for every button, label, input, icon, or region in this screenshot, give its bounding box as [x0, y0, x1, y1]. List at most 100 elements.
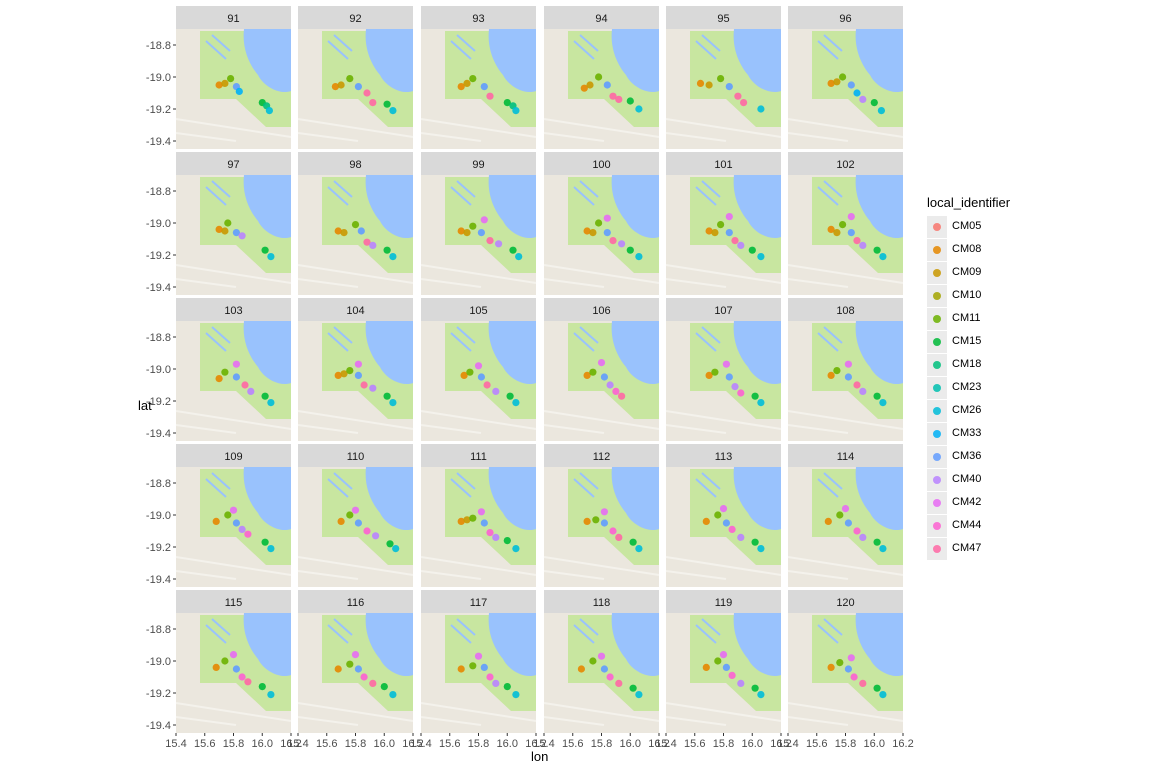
- data-point: [879, 545, 887, 553]
- data-point: [463, 516, 471, 524]
- data-point: [232, 229, 240, 237]
- data-point: [480, 83, 488, 91]
- data-point: [609, 527, 617, 535]
- data-point: [244, 530, 252, 538]
- data-point: [238, 232, 246, 240]
- data-point: [389, 107, 397, 115]
- data-point: [635, 691, 643, 699]
- facet-strip: [421, 298, 536, 321]
- map-road: [297, 118, 414, 142]
- data-point: [383, 246, 391, 254]
- data-point: [859, 387, 867, 395]
- map-water-channel: [817, 180, 843, 206]
- data-point: [595, 73, 603, 81]
- data-point: [474, 362, 483, 370]
- data-point: [346, 660, 354, 668]
- map-water-channel: [450, 326, 476, 352]
- data-point: [725, 229, 733, 237]
- map-water-channel: [695, 618, 721, 644]
- data-point: [480, 663, 488, 672]
- data-point: [457, 517, 465, 526]
- data-point: [859, 679, 867, 688]
- data-point: [705, 227, 713, 235]
- map-water-body: [855, 613, 903, 677]
- map-water-body: [611, 613, 659, 677]
- map-water-body: [488, 321, 536, 385]
- facet-strip: [544, 6, 659, 29]
- data-point: [369, 384, 377, 392]
- facet-label: 113: [715, 451, 733, 463]
- data-point: [705, 371, 713, 379]
- data-point: [215, 81, 223, 89]
- legend-item: CM09: [927, 262, 1047, 285]
- facet-label: 120: [836, 597, 854, 609]
- facet-label: 110: [347, 451, 365, 463]
- data-point: [389, 691, 397, 699]
- data-point: [873, 246, 881, 254]
- facet-strip: [421, 590, 536, 613]
- data-point: [383, 100, 391, 108]
- data-point: [737, 241, 745, 249]
- legend-item: CM36: [927, 446, 1047, 469]
- data-point: [337, 517, 345, 526]
- map-water-body: [243, 321, 291, 385]
- data-point: [512, 691, 520, 699]
- facet-label: 93: [472, 13, 484, 25]
- data-point: [603, 229, 611, 237]
- legend-key: [927, 216, 947, 238]
- facet-panel: 111: [420, 444, 537, 587]
- data-point: [737, 679, 745, 688]
- data-point: [702, 663, 710, 672]
- x-axis-title: lon: [531, 749, 549, 764]
- facet-label: 100: [592, 159, 610, 171]
- facet-strip: [544, 298, 659, 321]
- facet-strip: [788, 298, 903, 321]
- data-point: [618, 392, 626, 400]
- map-water-channel: [205, 326, 231, 352]
- map-water-channel: [205, 472, 231, 498]
- facet-label: 94: [595, 13, 607, 25]
- legend-label: CM40: [952, 473, 982, 485]
- legend-label: CM11: [952, 312, 981, 324]
- data-point: [757, 399, 765, 407]
- facet-strip: [666, 590, 781, 613]
- data-point: [351, 506, 360, 514]
- map-water-body: [733, 613, 781, 677]
- data-point: [714, 511, 722, 519]
- map-road: [175, 556, 292, 580]
- legend-swatch: [933, 315, 941, 323]
- data-point: [870, 99, 878, 107]
- map-water-body: [243, 613, 291, 677]
- data-point: [824, 517, 832, 526]
- legend-swatch: [933, 453, 941, 461]
- facet-panel: 105: [420, 298, 537, 441]
- data-point: [224, 219, 232, 227]
- legend-swatch: [933, 361, 941, 369]
- x-tick-label: 15.6: [684, 738, 705, 750]
- x-tick-label: 16.0: [497, 738, 518, 750]
- legend-label: CM23: [952, 381, 982, 393]
- legend-swatch: [933, 269, 941, 277]
- facet-label: 99: [472, 159, 484, 171]
- map-water-channel: [695, 180, 721, 206]
- data-point: [389, 399, 397, 407]
- y-tick-label: -19.0: [146, 72, 171, 84]
- data-point: [696, 79, 705, 87]
- x-tick-label: 16.2: [892, 738, 913, 750]
- data-point: [486, 529, 494, 537]
- facet-label: 112: [593, 451, 611, 463]
- x-tick-label: 15.4: [777, 738, 798, 750]
- data-point: [583, 517, 591, 526]
- legend-swatch: [933, 430, 941, 438]
- facet-panel: 102: [787, 152, 904, 295]
- data-point: [728, 671, 736, 680]
- data-point: [238, 673, 246, 681]
- legend-item: CM44: [927, 515, 1047, 538]
- map-road: [297, 556, 414, 580]
- facet-label: 114: [837, 451, 855, 463]
- data-point: [606, 673, 614, 681]
- x-tick-label: 16.0: [252, 738, 273, 750]
- legend-item: CM10: [927, 285, 1047, 308]
- data-point: [757, 545, 765, 553]
